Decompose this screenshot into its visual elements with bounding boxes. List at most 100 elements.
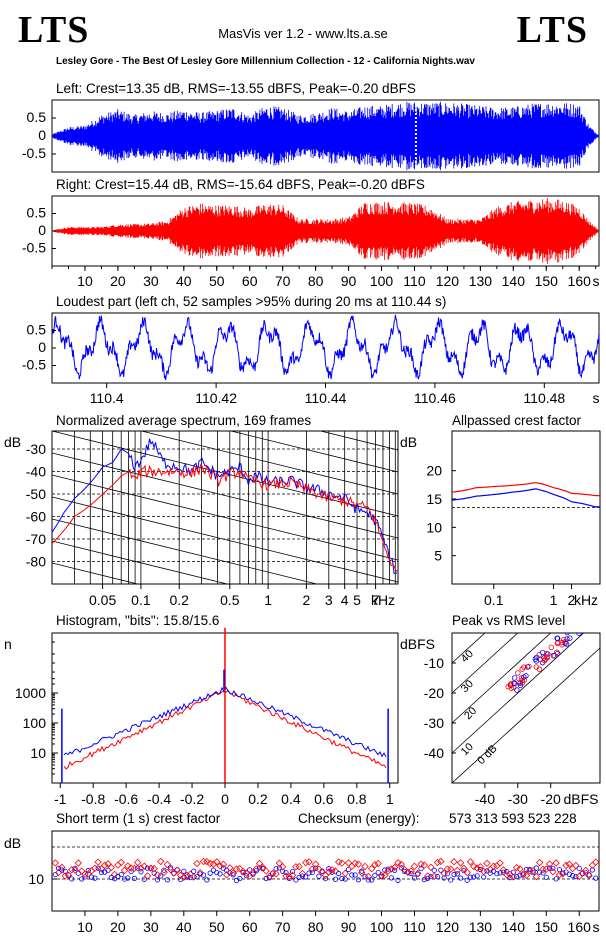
peak-rms-point (548, 644, 555, 651)
peak-rms-point (577, 619, 582, 624)
time-axis-label: 40 (176, 273, 192, 289)
peak-rms-point (544, 655, 550, 661)
short-crest-point-left (543, 874, 549, 880)
short-crest-point-right (153, 871, 162, 879)
short-crest-point-right (354, 860, 363, 868)
short-crest-point-left (88, 874, 95, 880)
peak-rms-point (508, 685, 515, 691)
short-crest-point-right (104, 860, 112, 868)
short-crest-point-left (247, 867, 253, 873)
short-crest-point-right (226, 864, 234, 872)
short-crest-point-right (338, 859, 346, 867)
app-name: MasVis ver 1.2 - www.lts.a.se (218, 26, 388, 41)
spectrum-xtick-label: 0.05 (89, 592, 116, 608)
short-crest-point-right (222, 871, 231, 879)
short-crest-point-right (176, 871, 185, 879)
short-crest-point-left (128, 868, 134, 875)
peak-rms-point (521, 674, 527, 680)
short-crest-point-left (329, 869, 335, 875)
short-crest-point-right (433, 858, 442, 867)
short-crest-point-left (105, 867, 111, 873)
short-crest-point-right (559, 870, 567, 878)
short-crest-point-right (410, 862, 419, 870)
short-crest-xtick-label: 50 (209, 919, 225, 935)
short-crest-frame (51, 830, 600, 912)
loudest-part-xtick-label: 110.4 (90, 390, 124, 406)
short-crest-point-right (367, 865, 376, 873)
peak-rms-point (583, 619, 588, 624)
peak-rms-point (562, 638, 569, 645)
short-crest-point-left (72, 865, 78, 871)
allpassed-xunit: kHz (574, 592, 598, 608)
peak-rms-point (554, 640, 561, 647)
peak-vs-rms-title: Peak vs RMS level (452, 613, 566, 628)
short-crest-point-right (453, 866, 461, 875)
short-crest-point-left (95, 865, 101, 871)
short-crest-point-right (239, 867, 247, 876)
short-crest-point-left (243, 873, 250, 879)
peak-rms-crest-label: 20 (462, 705, 479, 722)
short-crest-point-right (58, 863, 66, 872)
short-crest-point-right (420, 861, 429, 869)
short-crest-point-left (388, 875, 395, 881)
histogram-xtick-label: 0.4 (281, 791, 301, 807)
short-crest-point-right (466, 858, 475, 866)
short-crest-point-left (313, 865, 319, 871)
short-crest-point-right (394, 859, 402, 867)
histogram-xtick-label: -0.8 (81, 791, 105, 807)
short-crest-point-right (374, 859, 382, 868)
loudest-part-xtick-label: 110.44 (305, 390, 347, 406)
short-crest-point-left (164, 877, 170, 883)
short-crest-point-left (474, 873, 480, 879)
short-crest-point-right (150, 864, 158, 873)
short-term-crest-title: Short term (1 s) crest factor (56, 811, 221, 826)
short-crest-point-left (276, 865, 282, 871)
peak-rms-frame (451, 632, 601, 784)
allpassed-crest-title: Allpassed crest factor (452, 413, 582, 428)
short-crest-point-right (532, 872, 541, 881)
short-crest-point-left (194, 874, 200, 880)
peak-rms-point (505, 683, 511, 690)
spectrum-slope-line (52, 277, 398, 362)
short-crest-point-left (332, 876, 338, 882)
histogram-xtick-label: -0.6 (114, 791, 138, 807)
short-crest-point-left (365, 877, 371, 883)
short-crest-xtick-label: 140 (502, 919, 526, 935)
short-crest-point-right (391, 863, 399, 872)
checksum-value: 573 313 593 523 228 (449, 811, 577, 826)
short-crest-point-right (114, 861, 122, 869)
spectrum-slope-line (52, 540, 229, 584)
short-crest-point-right (364, 872, 373, 881)
time-axis-label: 130 (469, 273, 493, 289)
short-crest-point-left (168, 865, 174, 871)
short-crest-point-left (540, 870, 546, 876)
spectrum-xtick-label: 7 (372, 592, 380, 608)
short-crest-point-right (447, 865, 455, 873)
short-crest-point-left (444, 871, 451, 877)
peak-rms-point (567, 635, 573, 641)
histogram-ytick-label: 100 (23, 715, 47, 731)
peak-rms-point (533, 658, 540, 664)
short-crest-point-right (335, 858, 343, 866)
peak-rms-xtick-label: -40 (475, 791, 495, 807)
short-crest-point-left (131, 875, 137, 881)
time-axis-label: 10 (77, 273, 93, 289)
spectrum-ytick-label: -80 (26, 554, 46, 570)
peak-rms-point (517, 682, 524, 689)
short-crest-point-left (497, 870, 503, 876)
short-crest-point-left (352, 872, 358, 878)
time-axis-label: 90 (341, 273, 357, 289)
short-crest-point-left (187, 874, 193, 881)
short-crest-point-left (418, 865, 424, 872)
short-crest-point-left (385, 866, 391, 872)
short-crest-point-left (184, 874, 190, 880)
peak-rms-crest-label: 0 dB (475, 743, 499, 767)
spectrum-xtick-label: 4 (341, 592, 349, 608)
histogram-xtick-label: 0 (221, 791, 229, 807)
short-crest-point-right (555, 871, 564, 879)
short-crest-ylabel: dB (4, 835, 21, 851)
short-crest-point-left (408, 871, 414, 877)
short-crest-point-right (582, 866, 590, 875)
peak-rms-xlabel: dBFS (563, 791, 598, 807)
